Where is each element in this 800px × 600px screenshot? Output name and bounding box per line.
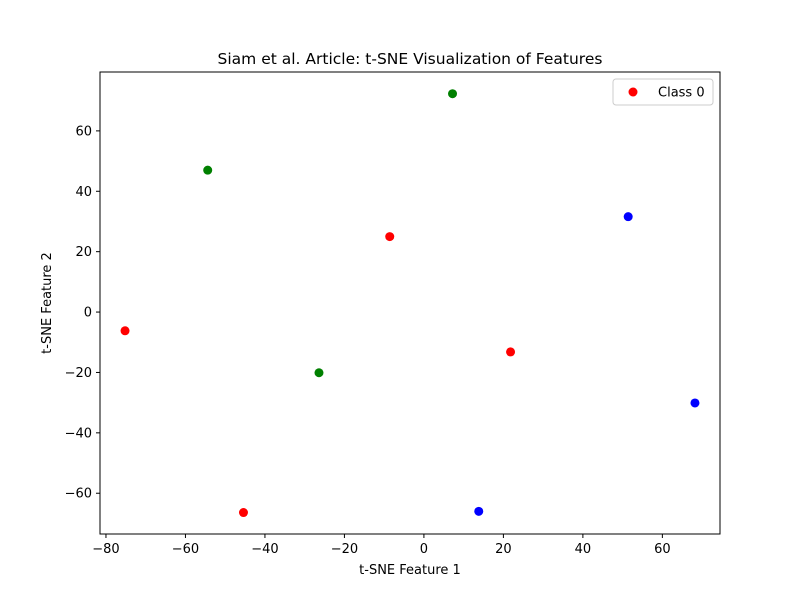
legend: Class 0 — [612, 78, 714, 106]
x-tick-label: 40 — [575, 542, 592, 557]
scatter-point — [448, 89, 458, 99]
scatter-points — [120, 89, 700, 518]
x-tick-label: −60 — [172, 542, 199, 557]
legend-label: Class 0 — [658, 86, 705, 101]
chart-title: Siam et al. Article: t-SNE Visualization… — [218, 50, 603, 68]
scatter-point — [314, 368, 324, 378]
x-tick-label: −40 — [251, 542, 278, 557]
y-tick-label: 20 — [75, 245, 92, 260]
y-axis: −60 −40 −20 0 20 40 60 — [65, 124, 100, 502]
y-axis-label: t-SNE Feature 2 — [40, 252, 55, 354]
y-tick-label: −60 — [65, 487, 92, 502]
plot-area — [99, 71, 721, 535]
scatter-point — [120, 326, 130, 336]
x-axis: −80 −60 −40 −20 0 20 40 60 — [92, 534, 671, 557]
scatter-point — [690, 398, 700, 408]
scatter-point — [203, 165, 213, 175]
y-tick-label: −40 — [65, 426, 92, 441]
x-tick-label: 60 — [654, 542, 671, 557]
x-axis-label: t-SNE Feature 1 — [359, 563, 461, 578]
x-tick-label: 20 — [495, 542, 512, 557]
legend-box — [612, 78, 714, 106]
scatter-point — [385, 232, 395, 242]
scatter-point — [474, 506, 484, 516]
scatter-point — [506, 347, 516, 357]
y-tick-label: −20 — [65, 366, 92, 381]
y-tick-label: 0 — [84, 306, 92, 321]
x-tick-label: −80 — [92, 542, 119, 557]
legend-marker — [628, 87, 638, 97]
scatter-point — [238, 508, 248, 518]
x-tick-label: 0 — [420, 542, 428, 557]
scatter-point — [623, 212, 633, 222]
y-tick-label: 60 — [75, 124, 92, 139]
x-tick-label: −20 — [331, 542, 358, 557]
y-tick-label: 40 — [75, 185, 92, 200]
